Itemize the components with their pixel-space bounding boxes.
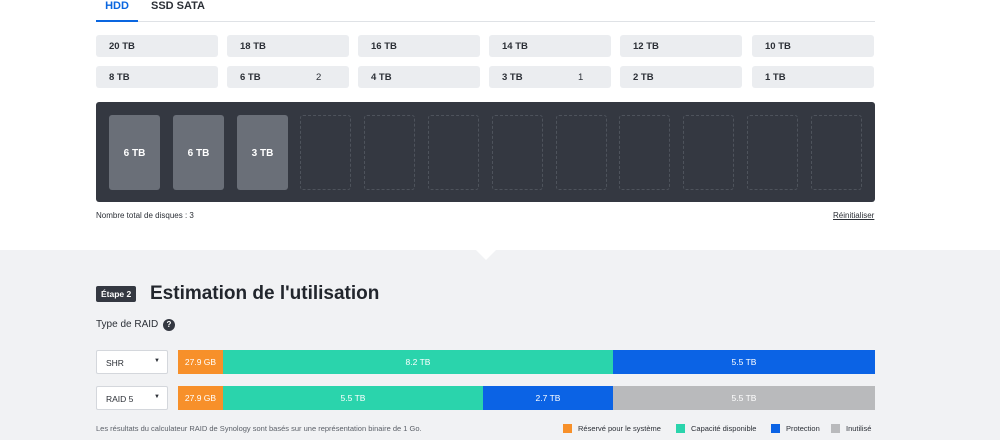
drive-size-label: 6 TB xyxy=(240,72,261,83)
drive-size-label: 8 TB xyxy=(109,72,130,83)
drive-size-label: 18 TB xyxy=(240,41,266,52)
reset-link[interactable]: Réinitialiser xyxy=(833,211,875,220)
drive-size-button[interactable]: 20 TB xyxy=(96,35,218,57)
chevron-down-icon: ▼ xyxy=(154,358,160,364)
drive-bay-label: 6 TB xyxy=(187,148,210,159)
raid-select-value: RAID 5 xyxy=(106,394,134,404)
legend-label: Protection xyxy=(786,424,820,433)
raid-usage-bar: 27.9 GB 5.5 TB 2.7 TB 5.5 TB xyxy=(178,386,875,410)
footnote: Les résultats du calculateur RAID de Syn… xyxy=(96,424,422,433)
tab-hdd[interactable]: HDD xyxy=(96,0,138,22)
legend-swatch xyxy=(771,424,780,433)
drive-size-label: 2 TB xyxy=(633,72,654,83)
drive-bay-empty[interactable] xyxy=(683,115,734,190)
chevron-down-icon: ▼ xyxy=(154,394,160,400)
tab-ssd-sata[interactable]: SSD SATA xyxy=(151,0,205,12)
drive-bay-filled[interactable]: 6 TB xyxy=(173,115,224,190)
help-icon[interactable]: ? xyxy=(163,319,175,331)
drive-size-button[interactable]: 18 TB xyxy=(227,35,349,57)
drive-size-button[interactable]: 1 TB xyxy=(752,66,874,88)
section-pointer xyxy=(476,250,496,260)
bar-segment-protection: 5.5 TB xyxy=(613,350,875,374)
drive-size-button[interactable]: 6 TB 2 xyxy=(227,66,349,88)
drive-bay-empty[interactable] xyxy=(428,115,479,190)
drive-size-label: 20 TB xyxy=(109,41,135,52)
drive-bay-panel: 6 TB 6 TB 3 TB xyxy=(96,102,875,202)
drive-bay-empty[interactable] xyxy=(556,115,607,190)
legend-swatch xyxy=(831,424,840,433)
bar-segment-reserved: 27.9 GB xyxy=(178,350,223,374)
bar-segment-available: 8.2 TB xyxy=(223,350,613,374)
drive-size-label: 16 TB xyxy=(371,41,397,52)
drive-size-label: 10 TB xyxy=(765,41,791,52)
drive-size-label: 4 TB xyxy=(371,72,392,83)
legend-label: Inutilisé xyxy=(846,424,872,433)
disk-total-count: Nombre total de disques : 3 xyxy=(96,211,194,220)
drive-size-button[interactable]: 4 TB xyxy=(358,66,480,88)
drive-bay-empty[interactable] xyxy=(492,115,543,190)
drive-size-button[interactable]: 2 TB xyxy=(620,66,742,88)
drive-bay-empty[interactable] xyxy=(747,115,798,190)
drive-size-button[interactable]: 3 TB 1 xyxy=(489,66,611,88)
drive-size-label: 14 TB xyxy=(502,41,528,52)
drive-bay-label: 3 TB xyxy=(251,148,274,159)
section-title: Estimation de l'utilisation xyxy=(150,283,380,304)
raid-type-label: Type de RAID xyxy=(96,319,159,330)
drive-size-button[interactable]: 12 TB xyxy=(620,35,742,57)
raid-select-shr[interactable]: SHR ▼ xyxy=(96,350,168,374)
drive-size-label: 1 TB xyxy=(765,72,786,83)
legend-label: Réservé pour le système xyxy=(578,424,661,433)
drive-bay-empty[interactable] xyxy=(619,115,670,190)
legend-swatch xyxy=(563,424,572,433)
bar-segment-reserved: 27.9 GB xyxy=(178,386,223,410)
legend-label: Capacité disponible xyxy=(691,424,757,433)
drive-count: 1 xyxy=(578,72,584,83)
drive-size-button[interactable]: 10 TB xyxy=(752,35,874,57)
drive-bay-filled[interactable]: 6 TB xyxy=(109,115,160,190)
bar-segment-protection: 2.7 TB xyxy=(483,386,613,410)
legend-swatch xyxy=(676,424,685,433)
step-badge: Étape 2 xyxy=(96,286,137,302)
bar-segment-available: 5.5 TB xyxy=(223,386,483,410)
drive-size-label: 12 TB xyxy=(633,41,659,52)
drive-bay-empty[interactable] xyxy=(300,115,351,190)
raid-select-value: SHR xyxy=(106,358,124,368)
raid-select-raid5[interactable]: RAID 5 ▼ xyxy=(96,386,168,410)
step2-section xyxy=(0,250,1000,440)
raid-usage-bar: 27.9 GB 8.2 TB 5.5 TB xyxy=(178,350,875,374)
drive-count: 2 xyxy=(316,72,322,83)
drive-bay-label: 6 TB xyxy=(123,148,146,159)
drive-bay-empty[interactable] xyxy=(811,115,862,190)
drive-size-button[interactable]: 8 TB xyxy=(96,66,218,88)
disk-type-tabs: HDD SSD SATA xyxy=(96,0,875,22)
bar-segment-unused: 5.5 TB xyxy=(613,386,875,410)
drive-bay-empty[interactable] xyxy=(364,115,415,190)
drive-size-button[interactable]: 16 TB xyxy=(358,35,480,57)
drive-size-button[interactable]: 14 TB xyxy=(489,35,611,57)
drive-bay-filled[interactable]: 3 TB xyxy=(237,115,288,190)
drive-size-label: 3 TB xyxy=(502,72,523,83)
